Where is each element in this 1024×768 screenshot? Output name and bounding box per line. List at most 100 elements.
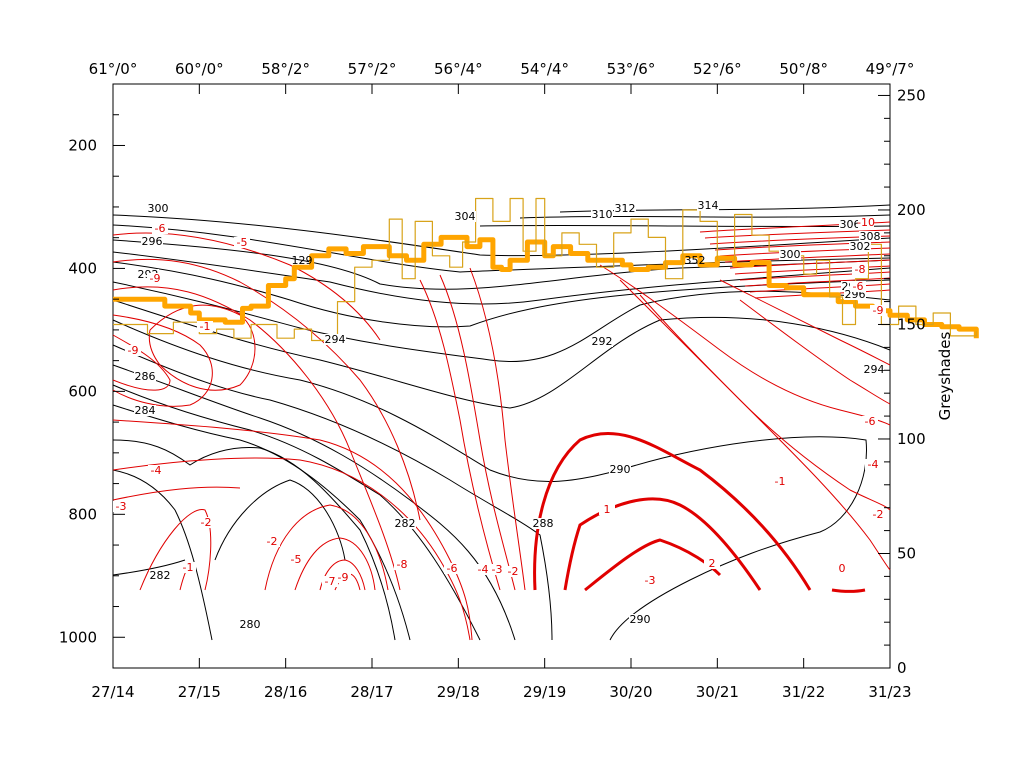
contour-label-bg xyxy=(865,459,881,470)
contour-label-bg xyxy=(125,345,141,356)
contour-label-bg xyxy=(859,231,881,242)
tendency-contour-label: -2 xyxy=(508,565,519,578)
contour-label-bg xyxy=(264,536,280,547)
tendency-contour xyxy=(704,229,891,239)
theta-contour-label: 284 xyxy=(135,404,156,417)
theta-contour xyxy=(112,239,891,290)
tendency-contour xyxy=(619,279,891,511)
bottom-tick-label: 27/15 xyxy=(178,683,221,701)
theta-contour-label: 282 xyxy=(150,569,171,582)
tendency-contour-label: -6 xyxy=(447,562,458,575)
tendency-contour-label: -7 xyxy=(325,575,336,588)
top-tick-label: 58°/2° xyxy=(261,60,310,78)
tendency-contour xyxy=(739,271,891,281)
theta-contour-label: 290 xyxy=(630,613,651,626)
tendency-contour xyxy=(469,267,526,591)
contour-label-bg xyxy=(870,305,886,316)
tendency-contour-label: -1 xyxy=(200,320,211,333)
tendency-contour xyxy=(112,314,213,407)
theta-contour xyxy=(519,214,891,219)
tendency-contour-label: -9 xyxy=(338,571,349,584)
bottom-tick-label: 31/23 xyxy=(868,683,911,701)
contour-label-bg xyxy=(505,566,521,577)
contour-label-bg xyxy=(134,371,156,382)
contour-label-bg xyxy=(152,223,168,234)
theta-contour-label: 300 xyxy=(780,248,801,261)
theta-contour xyxy=(112,559,186,576)
small-contour-label: 352 xyxy=(685,254,706,267)
contour-label-bg xyxy=(772,476,788,487)
tendency-contour xyxy=(719,279,891,366)
theta-contour-label: 288 xyxy=(533,517,554,530)
top-tick-label: 61°/0° xyxy=(89,60,138,78)
contour-label-bg xyxy=(234,237,250,248)
theta-contour-label: 310 xyxy=(592,208,613,221)
contour-label-bg xyxy=(609,464,631,475)
theta-contour-label: 314 xyxy=(698,199,719,212)
tendency-contour-label: -4 xyxy=(478,563,489,576)
contour-label-bg xyxy=(141,236,163,247)
contour-label-bg xyxy=(288,554,304,565)
tendency-contour-label: -3 xyxy=(645,574,656,587)
theta-contour-label: 280 xyxy=(240,618,261,631)
tendency-contour-label: -1 xyxy=(183,561,194,574)
top-tick-label: 52°/6° xyxy=(693,60,742,78)
tendency-contour xyxy=(112,486,241,501)
contour-label-bg xyxy=(779,249,801,260)
theta-contour-label: 294 xyxy=(325,333,346,346)
contour-label-bg xyxy=(850,281,866,292)
contour-label-bg xyxy=(629,614,651,625)
bottom-tick-label: 28/17 xyxy=(350,683,393,701)
tendency-contour xyxy=(148,304,256,391)
contour-label-bg xyxy=(839,219,861,230)
tendency-contour-label: 2 xyxy=(709,557,716,570)
contour-label-bg xyxy=(844,289,866,300)
left-tick-label: 600 xyxy=(68,382,97,400)
theta-contour-label: 286 xyxy=(135,370,156,383)
contour-label-bg xyxy=(849,241,871,252)
tendency-contour xyxy=(294,537,376,591)
top-tick-label: 53°/6° xyxy=(607,60,656,78)
tendency-contour xyxy=(319,559,366,591)
tendency-contour-label: -5 xyxy=(291,553,302,566)
series-layer xyxy=(113,197,979,342)
contour-label-bg xyxy=(614,203,636,214)
axis-layer: 27/14 61°/0° 27/15 60°/0° 28/16 58°/2° 28/17 57… xyxy=(59,60,926,701)
tendency-contour xyxy=(719,247,891,257)
theta-contour-label: 302 xyxy=(850,240,871,253)
tendency-contour-bold xyxy=(533,431,812,591)
contour-label-bg xyxy=(147,203,169,214)
contour-label-bg xyxy=(862,416,878,427)
theta-contour xyxy=(112,384,481,641)
contour-label-bg xyxy=(475,564,491,575)
tendency-contour-label: -6 xyxy=(853,280,864,293)
tendency-contour-bold xyxy=(831,588,866,593)
tendency-contour-label: -8 xyxy=(397,558,408,571)
tendency-contour-label: -9 xyxy=(150,272,161,285)
contour-label-bg xyxy=(834,563,850,574)
tendency-contour-label: -6 xyxy=(865,415,876,428)
theta-contour-label: 292 xyxy=(592,335,613,348)
contour-label-bg xyxy=(197,321,213,332)
contour-label-bg xyxy=(599,504,615,515)
theta-contour xyxy=(112,319,868,641)
contour-label-bg xyxy=(180,562,196,573)
theta-contour xyxy=(112,214,891,257)
contour-label-bg xyxy=(704,558,720,569)
tendency-contour-label: -10 xyxy=(857,216,875,229)
left-tick-label: 200 xyxy=(68,136,97,154)
theta-contour xyxy=(112,469,213,641)
top-tick-label: 54°/4° xyxy=(520,60,569,78)
tendency-contour xyxy=(439,274,516,591)
theta-contour-label: 306 xyxy=(840,218,861,231)
contour-label-bg xyxy=(489,564,505,575)
contour-label-bg xyxy=(198,517,214,528)
tendency-contour xyxy=(639,294,891,571)
contour-label-bg xyxy=(322,576,338,587)
top-tick-label: 56°/4° xyxy=(434,60,483,78)
tendency-contour xyxy=(749,283,891,293)
contour-label-layer: 3002962922942862842822802822882902902922… xyxy=(113,199,886,631)
theta-contour xyxy=(112,299,891,409)
right-axis-label: Greyshades xyxy=(936,331,954,420)
